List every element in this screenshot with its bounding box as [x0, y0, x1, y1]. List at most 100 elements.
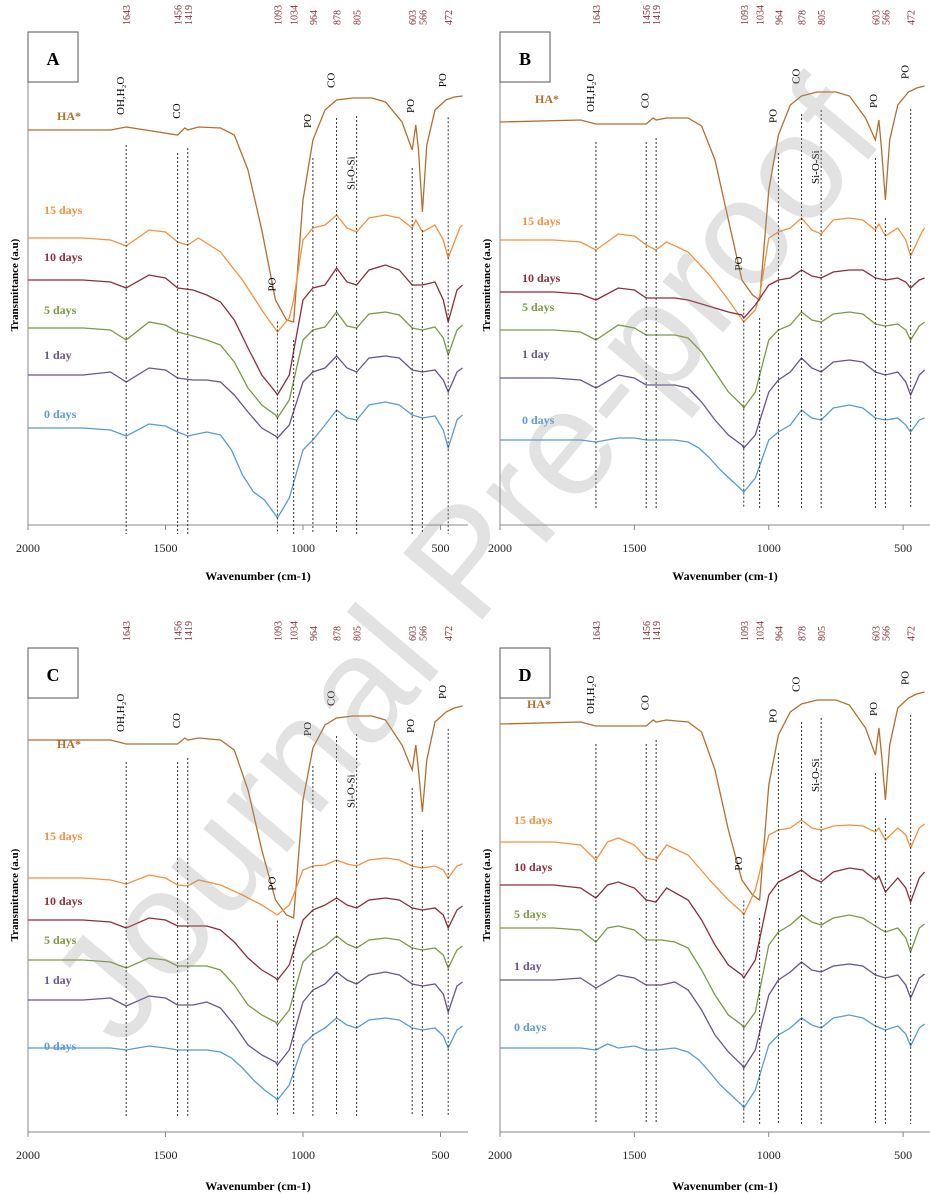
- series-line-5-days: [500, 311, 925, 410]
- band-annotation: PO: [900, 671, 912, 685]
- band-annotation: CO: [326, 73, 338, 88]
- series-label: 15 days: [44, 203, 83, 217]
- series-line-ha-: [28, 705, 463, 919]
- peak-position-label: 1034: [290, 5, 301, 25]
- x-tick-label: 1500: [622, 541, 646, 555]
- peak-position-label: 878: [798, 626, 809, 641]
- band-annotation: Si-O-Si: [810, 150, 822, 184]
- peak-position-label: 472: [907, 626, 918, 641]
- x-tick-label: 1000: [757, 1148, 781, 1162]
- band-annotation: CO: [326, 691, 338, 706]
- series-label: HA*: [57, 109, 81, 123]
- peak-position-label: 1643: [592, 621, 603, 641]
- series-line-1-day: [28, 971, 463, 1067]
- peak-position-label: 964: [309, 10, 320, 25]
- peak-position-label: 1034: [756, 5, 767, 25]
- series-label: 10 days: [514, 860, 553, 874]
- peak-position-label: 603: [408, 626, 419, 641]
- peak-position-label: 1034: [290, 621, 301, 641]
- series-line-ha-: [28, 95, 463, 323]
- series-line-1-day: [500, 357, 926, 450]
- series-label: 5 days: [522, 300, 555, 314]
- series-label: 5 days: [514, 907, 547, 921]
- peak-position-label: 1034: [756, 621, 767, 641]
- band-annotation: CO: [640, 93, 652, 108]
- peak-position-label: 805: [353, 626, 364, 641]
- peak-position-label: 1419: [652, 621, 663, 641]
- series-line-10-days: [500, 269, 925, 320]
- y-axis-label: Transmittance (a.u): [9, 848, 21, 941]
- series-line-5-days: [28, 935, 463, 1027]
- peak-position-label: 878: [333, 10, 344, 25]
- peak-position-label: 964: [774, 10, 785, 25]
- series-line-0-days: [500, 1014, 925, 1110]
- panel-label: B: [519, 49, 531, 69]
- band-annotation: PO: [733, 257, 745, 271]
- series-line-1-day: [28, 355, 463, 439]
- series-line-15-days: [500, 819, 925, 917]
- peak-position-label: 566: [881, 626, 892, 641]
- x-axis-label: Wavenumber (cm-1): [672, 569, 777, 583]
- band-annotation: CO: [640, 695, 652, 710]
- series-label: 1 day: [44, 348, 72, 362]
- band-annotation: PO: [405, 99, 417, 113]
- panel-label-box: [499, 31, 551, 83]
- panel-label: A: [47, 49, 60, 69]
- peak-position-label: 1093: [273, 5, 284, 25]
- peak-position-label: 1643: [592, 5, 603, 25]
- peak-position-label: 603: [871, 10, 882, 25]
- series-label: HA*: [57, 737, 81, 751]
- peak-position-label: 1419: [652, 5, 663, 25]
- band-annotation: PO: [266, 877, 278, 891]
- series-label: 0 days: [44, 407, 77, 421]
- y-axis-label: Transmittance (a.u): [9, 238, 21, 331]
- peak-position-label: 566: [418, 10, 429, 25]
- peak-position-label: 1643: [122, 5, 133, 25]
- x-tick-label: 500: [894, 541, 912, 555]
- x-tick-label: 2000: [488, 541, 512, 555]
- peak-position-label: 805: [817, 626, 828, 641]
- band-annotation: Si-O-Si: [810, 758, 822, 792]
- peak-position-label: 472: [907, 10, 918, 25]
- panel-label-box: [499, 647, 551, 699]
- peak-position-label: 1456: [642, 621, 653, 641]
- band-annotation: PO: [266, 277, 278, 291]
- series-label: 10 days: [44, 250, 83, 264]
- peak-position-label: 1419: [184, 621, 195, 641]
- series-label: HA*: [535, 92, 559, 106]
- series-line-5-days: [500, 914, 925, 1030]
- series-label: 0 days: [522, 413, 555, 427]
- x-axis-label: Wavenumber (cm-1): [205, 569, 310, 583]
- band-annotation: OH,H₂O: [585, 676, 597, 714]
- panel-b: 2000 1500 1000 500 Wavenumber (cm-1) Transmit…: [481, 5, 930, 583]
- x-tick-label: 500: [432, 1148, 450, 1162]
- band-annotation: CO: [171, 103, 183, 118]
- panel-label: D: [519, 665, 532, 685]
- series-line-10-days: [500, 867, 926, 980]
- peak-position-label: 1093: [740, 621, 751, 641]
- x-tick-label: 2000: [16, 1148, 40, 1162]
- series-line-0-days: [28, 1017, 463, 1101]
- peak-position-label: 964: [774, 626, 785, 641]
- series-line-10-days: [28, 264, 463, 397]
- band-annotation: PO: [868, 94, 880, 108]
- series-line-10-days: [28, 897, 463, 981]
- series-label: 15 days: [514, 813, 553, 827]
- series-line-0-days: [28, 401, 463, 520]
- series-line-15-days: [500, 217, 926, 324]
- band-annotation: OH,H₂O: [115, 694, 127, 732]
- series-line-1-day: [500, 961, 925, 1070]
- band-annotation: PO: [302, 114, 314, 128]
- peak-position-label: 964: [309, 626, 320, 641]
- series-line-15-days: [28, 857, 463, 916]
- panel-label-box: [27, 647, 79, 699]
- peak-position-label: 566: [881, 10, 892, 25]
- series-label: 1 day: [522, 347, 550, 361]
- series-label: 1 day: [44, 973, 72, 987]
- peak-position-label: 878: [333, 626, 344, 641]
- band-annotation: PO: [900, 65, 912, 79]
- x-tick-label: 1500: [622, 1148, 646, 1162]
- x-tick-label: 1000: [291, 541, 315, 555]
- series-line-0-days: [500, 404, 925, 493]
- peak-position-label: 1456: [642, 5, 653, 25]
